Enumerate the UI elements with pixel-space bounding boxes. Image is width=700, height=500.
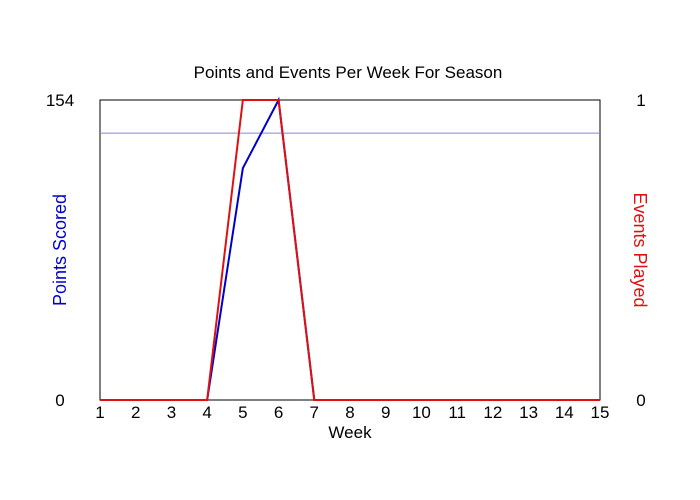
series-line-events-played: [100, 99, 600, 401]
x-tick-label: 3: [167, 403, 176, 422]
x-tick-label: 8: [345, 403, 354, 422]
series-line-points-scored: [100, 96, 600, 401]
x-tick-label: 6: [274, 403, 283, 422]
x-axis-label: Week: [328, 423, 372, 442]
x-tick-labels: 1 2 3 4 5 6 7 8 9 10 11 12 13 14 15: [95, 403, 609, 422]
left-y-axis-label: Points Scored: [50, 194, 70, 306]
y-tick-labels: 0 154 0 1: [46, 91, 646, 410]
x-tick-label: 11: [448, 403, 466, 422]
left-y-tick-label: 0: [55, 391, 64, 410]
x-tick-label: 2: [131, 403, 140, 422]
x-tick-label: 1: [95, 403, 104, 422]
plot-frame: [99, 99, 601, 401]
x-tick-label: 12: [483, 403, 502, 422]
right-y-tick-label: 0: [636, 391, 645, 410]
right-y-axis-label: Events Played: [630, 192, 650, 307]
left-y-tick-label: 154: [46, 91, 74, 110]
x-tick-label: 15: [591, 403, 610, 422]
right-y-tick-label: 1: [636, 91, 645, 110]
x-tick-label: 10: [412, 403, 431, 422]
x-tick-label: 7: [310, 403, 319, 422]
x-tick-label: 13: [519, 403, 538, 422]
series-layer: [100, 96, 600, 401]
x-tick-label: 14: [555, 403, 574, 422]
x-tick-label: 4: [202, 403, 211, 422]
chart-title: Points and Events Per Week For Season: [194, 63, 503, 82]
x-tick-label: 9: [381, 403, 390, 422]
x-tick-label: 5: [238, 403, 247, 422]
